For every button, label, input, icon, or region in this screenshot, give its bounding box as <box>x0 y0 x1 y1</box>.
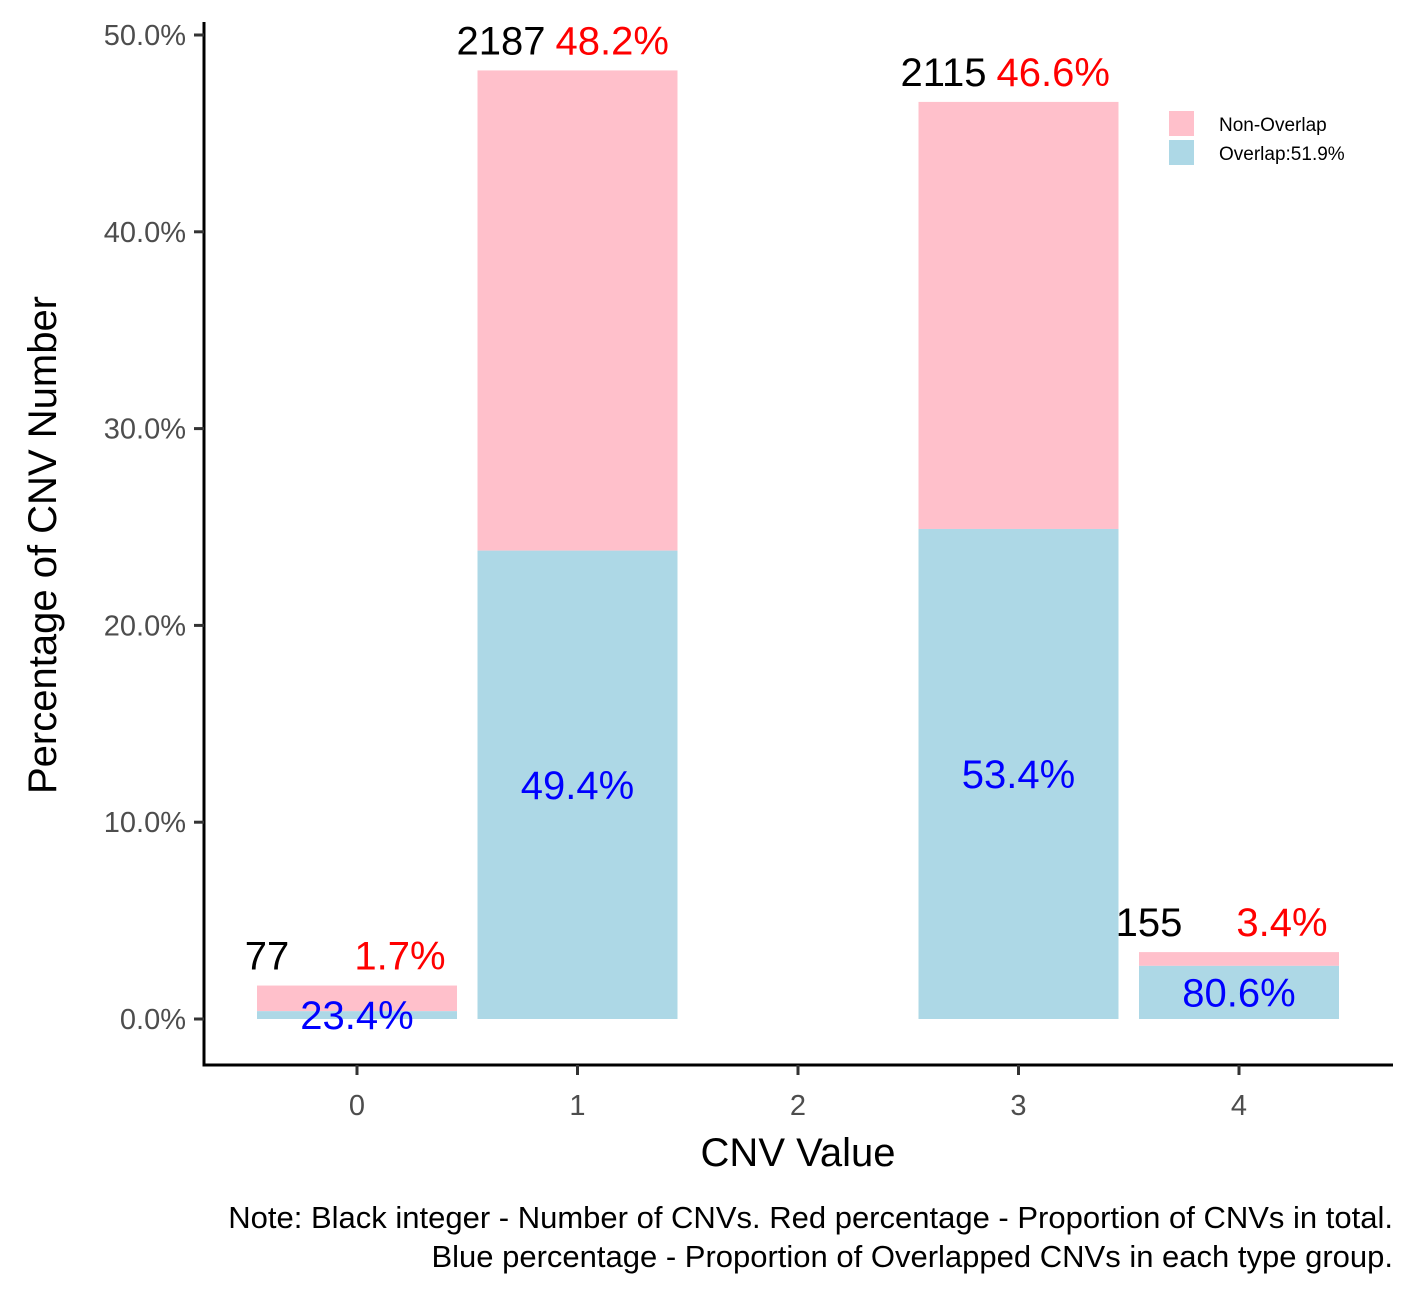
y-tick-label: 10.0% <box>104 807 186 839</box>
y-axis: 0.0% 10.0% 20.0% 30.0% 40.0% 50.0% <box>104 20 206 1065</box>
overlap-pct-label: 49.4% <box>521 764 634 808</box>
legend-label: Non-Overlap <box>1219 115 1327 136</box>
count-label: 2115 <box>900 51 986 95</box>
overlap-pct-label: 53.4% <box>962 753 1075 797</box>
x-axis-title: CNV Value <box>701 1131 896 1175</box>
y-tick-label: 20.0% <box>104 610 186 642</box>
overlap-pct-label: 23.4% <box>300 994 413 1038</box>
count-label: 2187 <box>457 19 546 63</box>
legend-label: Overlap:51.9% <box>1219 144 1345 165</box>
y-tick-label: 0.0% <box>120 1004 186 1036</box>
total-pct-label: 1.7% <box>354 935 445 979</box>
x-tick-label: 3 <box>1010 1090 1026 1122</box>
bars <box>257 70 1339 1019</box>
x-tick-label: 0 <box>349 1090 365 1122</box>
bar-non-overlap <box>918 101 1119 529</box>
bar-overlap <box>257 1011 457 1019</box>
bar-non-overlap <box>1139 952 1339 966</box>
y-tick-label: 50.0% <box>104 20 186 52</box>
x-axis: 0 1 2 3 4 <box>202 1063 1393 1122</box>
count-label: 155 <box>1116 901 1183 945</box>
total-pct-label: 48.2% <box>556 19 669 63</box>
legend: Non-Overlap Overlap:51.9% <box>1169 111 1345 165</box>
x-tick-label: 4 <box>1231 1090 1247 1122</box>
overlap-pct-label: 80.6% <box>1182 971 1295 1015</box>
total-pct-label: 46.6% <box>997 51 1110 95</box>
chart-note: Note: Black integer - Number of CNVs. Re… <box>228 1198 1393 1276</box>
bar-non-overlap <box>257 985 457 1012</box>
bar-non-overlap <box>477 70 678 551</box>
count-label: 77 <box>245 935 290 979</box>
legend-key <box>1169 111 1194 136</box>
note-line-1: Note: Black integer - Number of CNVs. Re… <box>228 1200 1393 1235</box>
y-tick-label: 30.0% <box>104 414 186 446</box>
legend-key <box>1169 140 1194 165</box>
bar-labels: 77 1.7% 23.4% 2187 48.2% 49.4% 2115 46.6% 53.4% 1… <box>245 19 1328 1038</box>
y-tick-label: 40.0% <box>104 217 186 249</box>
y-axis-title: Percentage of CNV Number <box>21 296 65 794</box>
x-tick-label: 1 <box>569 1090 585 1122</box>
x-tick-label: 2 <box>790 1090 806 1122</box>
total-pct-label: 3.4% <box>1236 901 1327 945</box>
bar-overlap <box>918 528 1119 1019</box>
bar-overlap <box>477 550 678 1019</box>
bar-overlap <box>1139 965 1339 1019</box>
note-line-2: Blue percentage - Proportion of Overlapp… <box>431 1239 1393 1274</box>
